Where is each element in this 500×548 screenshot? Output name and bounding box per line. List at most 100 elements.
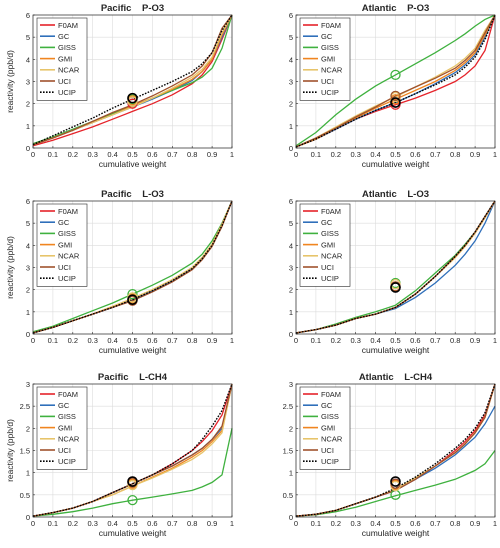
- median-marker-ucip: [127, 92, 138, 104]
- legend-label-gmi: GMI: [58, 54, 72, 63]
- legend-label-gc: GC: [58, 401, 70, 410]
- panel-title: Atlantic L-CH4: [359, 372, 433, 383]
- legend-label-uci: UCI: [321, 263, 334, 272]
- legend-label-gmi: GMI: [321, 240, 335, 249]
- y-tick-label: 6: [26, 11, 30, 20]
- legend: F0AM GC GISS GMI NCAR UCI UCIP: [36, 17, 88, 101]
- legend-label-giss: GISS: [321, 412, 339, 421]
- x-tick-label: 1: [230, 336, 234, 345]
- x-axis-label: cumulative weight: [99, 345, 167, 355]
- legend-label-f0am: F0AM: [58, 21, 78, 30]
- median-marker-uci: [390, 90, 401, 102]
- series-line-uci: [295, 14, 496, 148]
- y-tick-label: 5: [26, 219, 30, 228]
- legend-label-ucip: UCIP: [58, 457, 76, 466]
- legend-label-ncar: NCAR: [58, 252, 80, 261]
- y-tick-label: 5: [26, 33, 30, 42]
- x-tick-label: 0: [294, 336, 298, 345]
- x-tick-label: 1: [493, 336, 497, 345]
- median-marker-ncar: [127, 479, 138, 491]
- series-line-giss: [32, 428, 233, 517]
- y-tick-label: 0: [289, 144, 293, 153]
- y-tick-label: 2.5: [283, 402, 293, 411]
- legend-label-ncar: NCAR: [58, 66, 80, 75]
- legend-label-f0am: F0AM: [321, 207, 341, 216]
- x-tick-label: 0.5: [127, 519, 137, 528]
- y-tick-label: 2: [26, 286, 30, 295]
- legend-label-ucip: UCIP: [58, 88, 76, 97]
- y-tick-label: 1.5: [283, 447, 293, 456]
- y-tick-label: 1: [26, 308, 30, 317]
- y-tick-label: 4: [289, 55, 293, 64]
- x-tick-label: 0.9: [470, 519, 480, 528]
- y-tick-label: 6: [289, 11, 293, 20]
- x-tick-label: 0.6: [147, 336, 157, 345]
- y-tick-label: 0: [289, 513, 293, 522]
- x-tick-label: 0.6: [410, 519, 420, 528]
- y-tick-label: 1: [26, 122, 30, 131]
- x-tick-label: 0.7: [430, 336, 440, 345]
- legend: F0AM GC GISS GMI NCAR UCI UCIP: [299, 203, 351, 287]
- series-line-giss: [295, 14, 496, 147]
- x-tick-label: 0.2: [68, 519, 78, 528]
- legend-label-gmi: GMI: [321, 54, 335, 63]
- series-line-ucip: [32, 14, 233, 146]
- x-tick-label: 1: [493, 519, 497, 528]
- legend-label-giss: GISS: [58, 412, 76, 421]
- legend-label-uci: UCI: [321, 77, 334, 86]
- y-tick-label: 5: [289, 219, 293, 228]
- legend-label-ncar: NCAR: [58, 435, 80, 444]
- x-tick-label: 0: [31, 336, 35, 345]
- y-tick-label: 1: [289, 122, 293, 131]
- panel-2: 0 0.1 0.2 0.3 0.4 0.5 0.6 0.7 0.8 0.9 1 0 1 2 3 4 5 6 Atla…: [289, 3, 497, 169]
- y-tick-label: 1: [289, 469, 293, 478]
- y-axis-label: reactivity (ppb/d): [5, 50, 15, 113]
- y-tick-label: 4: [26, 55, 30, 64]
- x-tick-label: 0.9: [207, 519, 217, 528]
- x-tick-label: 0.3: [87, 336, 97, 345]
- y-tick-label: 5: [289, 33, 293, 42]
- x-tick-label: 0.2: [331, 150, 341, 159]
- x-tick-label: 0.3: [87, 150, 97, 159]
- legend-label-gc: GC: [58, 32, 70, 41]
- x-tick-label: 0.2: [331, 519, 341, 528]
- y-tick-label: 1: [26, 469, 30, 478]
- x-tick-label: 0.5: [390, 150, 400, 159]
- panel-title: Atlantic P-O3: [362, 3, 430, 14]
- x-tick-label: 0.9: [470, 336, 480, 345]
- legend-label-ucip: UCIP: [321, 457, 339, 466]
- legend-label-gc: GC: [321, 401, 333, 410]
- legend-label-f0am: F0AM: [58, 207, 78, 216]
- legend: F0AM GC GISS GMI NCAR UCI UCIP: [36, 386, 88, 470]
- panel-3: 0 0.1 0.2 0.3 0.4 0.5 0.6 0.7 0.8 0.9 1 0 1 2 3 4 5 6 Paci…: [5, 189, 234, 355]
- legend-label-giss: GISS: [321, 43, 339, 52]
- y-tick-label: 2: [289, 286, 293, 295]
- legend: F0AM GC GISS GMI NCAR UCI UCIP: [36, 203, 88, 287]
- series-line-uci: [32, 14, 233, 146]
- x-tick-label: 0.3: [87, 519, 97, 528]
- x-tick-label: 0.8: [187, 150, 197, 159]
- x-tick-label: 0.6: [147, 519, 157, 528]
- panel-title: Pacific L-O3: [101, 189, 164, 200]
- x-tick-label: 1: [230, 519, 234, 528]
- legend-label-ucip: UCIP: [58, 274, 76, 283]
- legend-label-gmi: GMI: [321, 423, 335, 432]
- y-axis-label: reactivity (ppb/d): [5, 419, 15, 482]
- x-tick-label: 0.1: [48, 150, 58, 159]
- x-tick-label: 0.6: [410, 150, 420, 159]
- x-tick-label: 0.1: [311, 150, 321, 159]
- y-tick-label: 6: [289, 197, 293, 206]
- x-tick-label: 0.7: [167, 336, 177, 345]
- y-tick-label: 2: [26, 100, 30, 109]
- median-marker-ncar: [127, 96, 138, 107]
- x-tick-label: 0.1: [311, 336, 321, 345]
- legend-label-ncar: NCAR: [321, 252, 343, 261]
- series-line-ucip: [295, 200, 496, 334]
- median-marker-ucip: [127, 294, 138, 305]
- legend: F0AM GC GISS GMI NCAR UCI UCIP: [299, 386, 351, 470]
- series-line-ucip: [295, 383, 496, 517]
- x-tick-label: 0.9: [207, 150, 217, 159]
- y-tick-label: 2: [289, 100, 293, 109]
- x-tick-label: 0: [294, 150, 298, 159]
- x-tick-label: 0.5: [127, 336, 137, 345]
